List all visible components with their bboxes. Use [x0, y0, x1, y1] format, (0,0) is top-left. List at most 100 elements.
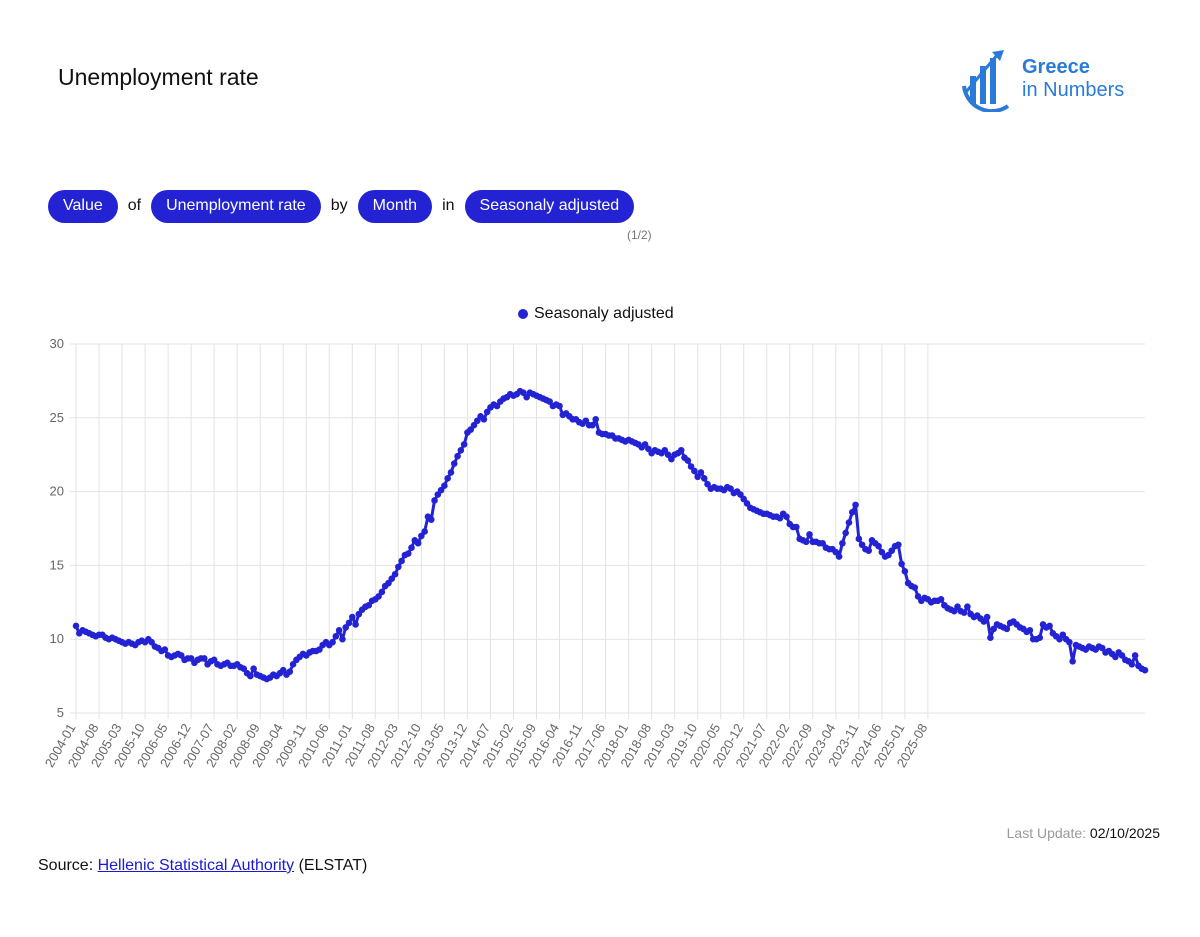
data-point — [421, 528, 428, 535]
chart-legend[interactable]: Seasonaly adjusted — [518, 305, 674, 323]
page-title: Unemployment rate — [58, 64, 259, 90]
filter-bar: Value of Unemployment rate by Month in S… — [48, 189, 635, 223]
y-tick-label: 15 — [50, 557, 64, 572]
data-point — [793, 523, 800, 531]
data-point — [911, 584, 919, 591]
data-point — [802, 538, 810, 546]
data-point — [848, 508, 856, 516]
line-chart: 510152025302004-012004-082005-032005-102… — [42, 336, 1149, 770]
data-point — [1141, 666, 1149, 674]
data-point — [1036, 634, 1044, 642]
bar-chart-arrow-icon — [962, 50, 1010, 114]
data-point — [404, 550, 412, 557]
period-pill[interactable]: Month — [357, 189, 433, 223]
data-point — [431, 497, 438, 504]
data-point — [161, 646, 169, 653]
data-point — [1003, 625, 1011, 633]
source-link[interactable]: Hellenic Statistical Authority — [97, 857, 295, 874]
data-point — [335, 627, 343, 634]
data-point — [72, 622, 80, 630]
measure-pill[interactable]: Value — [48, 189, 118, 223]
logo-line2: in Numbers — [1022, 79, 1125, 101]
data-point — [875, 542, 882, 550]
data-point — [441, 482, 448, 490]
last-update: Last Update: 02/10/2025 — [1007, 825, 1160, 841]
data-point — [391, 570, 399, 578]
data-point — [250, 665, 257, 673]
data-point — [700, 475, 708, 482]
data-point — [1026, 627, 1034, 634]
data-point — [395, 563, 402, 571]
legend-label: Seasonaly adjusted — [534, 305, 674, 322]
data-point — [200, 655, 208, 662]
legend-marker — [518, 309, 528, 319]
data-point — [842, 529, 849, 537]
y-tick-label: 20 — [50, 484, 64, 499]
data-point — [1066, 638, 1073, 646]
data-point — [398, 557, 405, 565]
data-point — [352, 621, 359, 628]
connector-by: by — [330, 197, 348, 214]
series-pager[interactable]: (1/2) — [627, 228, 652, 242]
data-point — [427, 516, 435, 523]
source-suffix: (ELSTAT) — [298, 857, 368, 874]
data-point — [592, 415, 599, 423]
data-point — [1069, 658, 1076, 665]
data-point — [835, 553, 843, 560]
data-point — [460, 441, 468, 448]
data-point — [855, 535, 863, 543]
data-point — [378, 588, 386, 596]
data-point — [898, 560, 905, 568]
data-point — [589, 421, 596, 429]
data-point — [457, 446, 465, 454]
source-prefix: Source: — [38, 857, 94, 874]
data-point — [345, 619, 353, 627]
data-point — [447, 469, 455, 476]
data-point — [480, 415, 488, 423]
data-point — [806, 531, 813, 538]
logo-line1: Greece — [1022, 56, 1090, 78]
data-point — [450, 460, 458, 467]
data-point — [1131, 652, 1139, 659]
connector-in: in — [442, 197, 455, 214]
data-point — [691, 467, 698, 475]
data-point — [454, 452, 461, 460]
data-point — [987, 634, 994, 642]
data-point — [697, 469, 705, 476]
data-point — [339, 635, 346, 643]
last-update-value: 02/10/2025 — [1089, 825, 1160, 841]
data-point — [845, 519, 853, 526]
brand-logo[interactable]: Greece in Numbers — [958, 46, 1158, 114]
data-point — [444, 475, 451, 482]
data-point — [247, 672, 254, 680]
data-point — [895, 541, 902, 549]
data-point — [1046, 622, 1053, 630]
source-line: Source: Hellenic Statistical Authority (… — [38, 857, 367, 875]
data-point — [852, 501, 859, 509]
y-tick-label: 5 — [57, 705, 64, 720]
data-point — [349, 613, 356, 621]
data-point — [783, 513, 790, 520]
data-point — [556, 402, 563, 410]
last-update-label: Last Update: — [1006, 825, 1087, 841]
series-pill[interactable]: Seasonaly adjusted — [464, 189, 635, 223]
data-point — [901, 568, 909, 575]
data-point — [408, 544, 415, 551]
data-point — [1128, 660, 1136, 668]
data-point — [684, 457, 692, 464]
indicator-pill[interactable]: Unemployment rate — [151, 189, 321, 223]
data-point — [414, 539, 422, 547]
data-point — [677, 446, 685, 454]
y-tick-label: 30 — [50, 336, 64, 351]
data-point — [964, 603, 971, 611]
y-tick-label: 25 — [50, 410, 64, 425]
data-point — [839, 539, 846, 547]
data-point — [865, 547, 872, 554]
connector-of: of — [127, 197, 142, 214]
y-tick-label: 10 — [50, 631, 64, 646]
data-point — [960, 609, 968, 616]
data-point — [983, 613, 991, 621]
logo-text: Greece in Numbers — [1022, 56, 1124, 102]
data-point — [286, 668, 294, 675]
data-point — [329, 638, 336, 646]
